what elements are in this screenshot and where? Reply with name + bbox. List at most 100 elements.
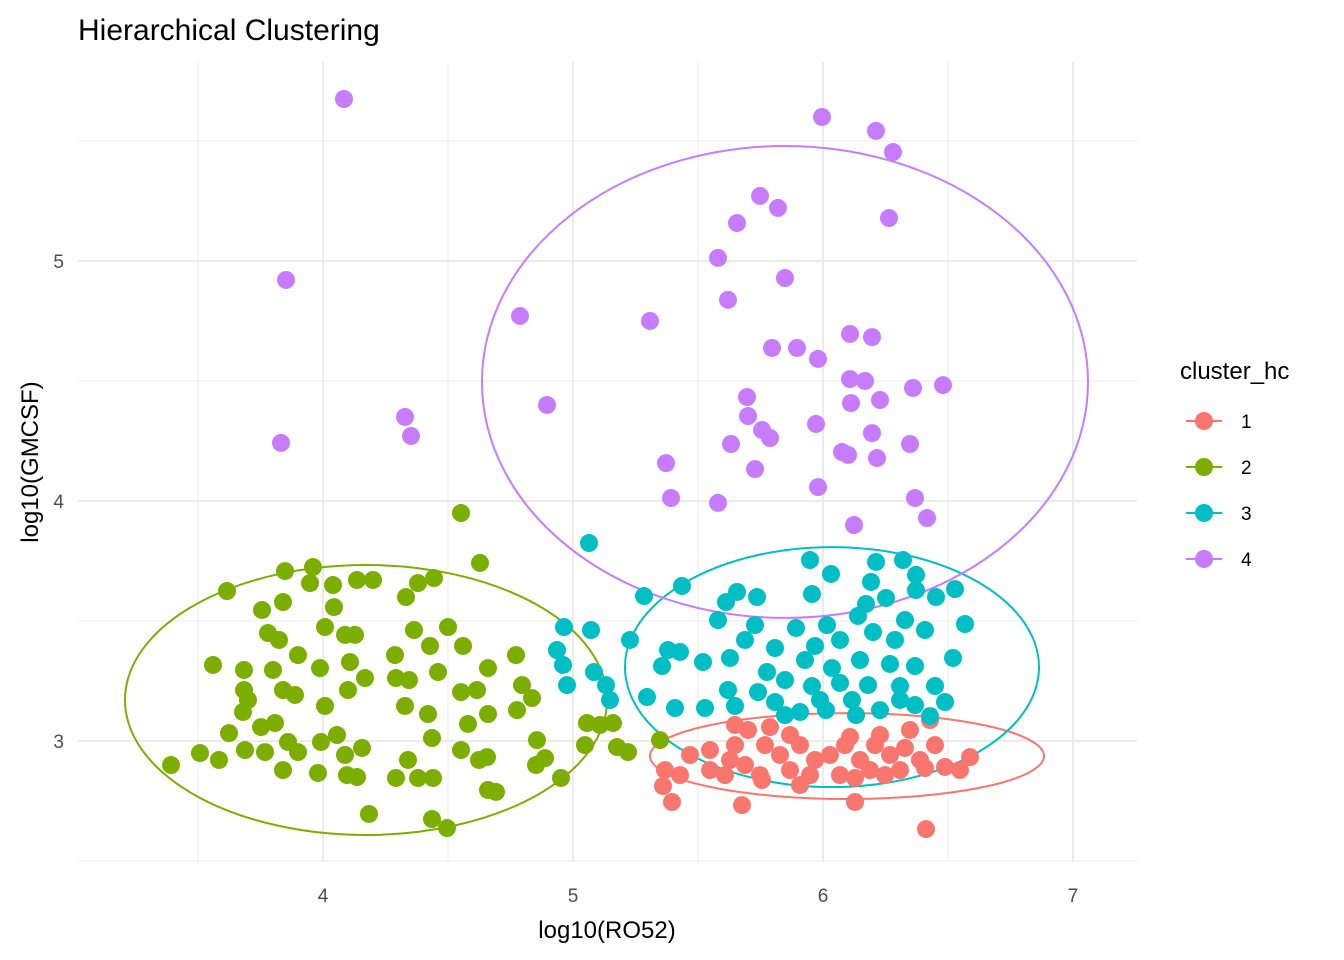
data-point-cluster-3 (749, 683, 767, 702)
data-point-cluster-4 (402, 426, 420, 445)
data-point-cluster-2 (399, 750, 417, 769)
data-point-cluster-2 (619, 743, 637, 762)
legend-label: 2 (1241, 458, 1252, 479)
data-point-cluster-1 (806, 750, 824, 769)
data-point-cluster-3 (907, 581, 925, 600)
data-point-cluster-4 (277, 270, 295, 289)
data-point-cluster-2 (274, 761, 292, 780)
data-point-cluster-3 (653, 657, 671, 676)
legend-key-dot (1195, 412, 1213, 430)
data-point-cluster-1 (821, 745, 839, 764)
data-point-cluster-2 (423, 810, 441, 829)
data-point-cluster-2 (360, 804, 378, 823)
data-point-cluster-3 (849, 606, 867, 625)
grid (78, 62, 1137, 862)
cluster-2-points (162, 504, 669, 838)
data-point-cluster-1 (761, 718, 779, 737)
data-point-cluster-3 (851, 651, 869, 670)
data-point-cluster-4 (871, 390, 889, 409)
data-point-cluster-4 (863, 424, 881, 443)
data-point-cluster-2 (309, 763, 327, 782)
data-point-cluster-2 (348, 570, 366, 589)
data-point-cluster-4 (880, 209, 898, 228)
data-point-cluster-3 (721, 648, 739, 667)
data-point-cluster-3 (766, 639, 784, 658)
legend-label: 4 (1241, 550, 1252, 571)
legend-item-1: 1 (1186, 412, 1252, 433)
data-point-cluster-3 (926, 677, 944, 696)
data-point-cluster-2 (487, 782, 505, 801)
data-point-cluster-2 (651, 731, 669, 750)
data-point-cluster-3 (801, 551, 819, 570)
data-point-cluster-3 (886, 630, 904, 649)
data-point-cluster-3 (776, 671, 794, 690)
data-point-cluster-2 (454, 636, 472, 655)
data-point-cluster-3 (787, 618, 805, 637)
data-point-cluster-1 (876, 766, 894, 785)
x-tick-label: 7 (1068, 886, 1079, 907)
data-point-cluster-3 (822, 564, 840, 583)
data-point-cluster-2 (270, 630, 288, 649)
data-point-cluster-3 (548, 641, 566, 660)
data-point-cluster-1 (836, 736, 854, 755)
data-point-cluster-4 (868, 449, 886, 468)
data-point-cluster-3 (823, 659, 841, 678)
data-point-cluster-2 (421, 636, 439, 655)
data-point-cluster-2 (316, 696, 334, 715)
data-point-cluster-2 (204, 655, 222, 674)
data-point-cluster-2 (405, 621, 423, 640)
data-point-cluster-4 (751, 186, 769, 205)
data-point-cluster-3 (946, 580, 964, 599)
data-point-cluster-3 (927, 588, 945, 607)
data-point-cluster-3 (558, 676, 576, 695)
data-point-cluster-4 (918, 509, 936, 528)
legend-key-dot (1195, 550, 1213, 568)
data-point-cluster-1 (771, 745, 789, 764)
data-point-cluster-1 (756, 736, 774, 755)
data-point-cluster-4 (856, 371, 874, 390)
data-point-cluster-2 (162, 756, 180, 775)
data-point-cluster-2 (286, 685, 304, 704)
legend-label: 3 (1241, 504, 1252, 525)
data-point-cluster-2 (429, 663, 447, 682)
data-point-cluster-1 (753, 771, 771, 790)
data-point-cluster-3 (719, 681, 737, 700)
data-point-cluster-1 (951, 761, 969, 780)
data-point-cluster-3 (921, 707, 939, 726)
data-point-cluster-3 (758, 663, 776, 682)
cluster-4-ellipse (481, 145, 1089, 619)
data-point-cluster-1 (961, 748, 979, 767)
data-point-cluster-2 (364, 570, 382, 589)
data-point-cluster-3 (717, 593, 735, 612)
data-point-cluster-1 (656, 761, 674, 780)
data-point-cluster-3 (916, 621, 934, 640)
data-point-cluster-1 (926, 736, 944, 755)
data-point-cluster-1 (936, 757, 954, 776)
data-point-cluster-2 (311, 659, 329, 678)
data-point-cluster-3 (796, 651, 814, 670)
data-point-cluster-1 (671, 766, 689, 785)
data-point-cluster-2 (397, 588, 415, 607)
data-point-cluster-2 (479, 705, 497, 724)
data-point-cluster-2 (508, 701, 526, 720)
data-point-cluster-2 (479, 659, 497, 678)
data-point-cluster-3 (554, 655, 572, 674)
data-point-cluster-4 (863, 328, 881, 347)
data-point-cluster-2 (527, 756, 545, 775)
data-point-cluster-4 (657, 454, 675, 473)
data-point-cluster-2 (452, 683, 470, 702)
data-point-cluster-2 (210, 750, 228, 769)
data-point-cluster-3 (621, 630, 639, 649)
data-point-cluster-3 (694, 653, 712, 672)
data-point-cluster-4 (728, 214, 746, 233)
data-point-cluster-2 (356, 669, 374, 688)
data-point-cluster-4 (841, 370, 859, 389)
cluster-3-points (548, 534, 974, 726)
data-point-cluster-1 (663, 792, 681, 811)
data-point-cluster-4 (739, 407, 757, 426)
data-point-cluster-2 (325, 598, 343, 617)
data-point-cluster-1 (701, 761, 719, 780)
data-point-cluster-4 (867, 121, 885, 140)
data-point-cluster-4 (738, 388, 756, 407)
